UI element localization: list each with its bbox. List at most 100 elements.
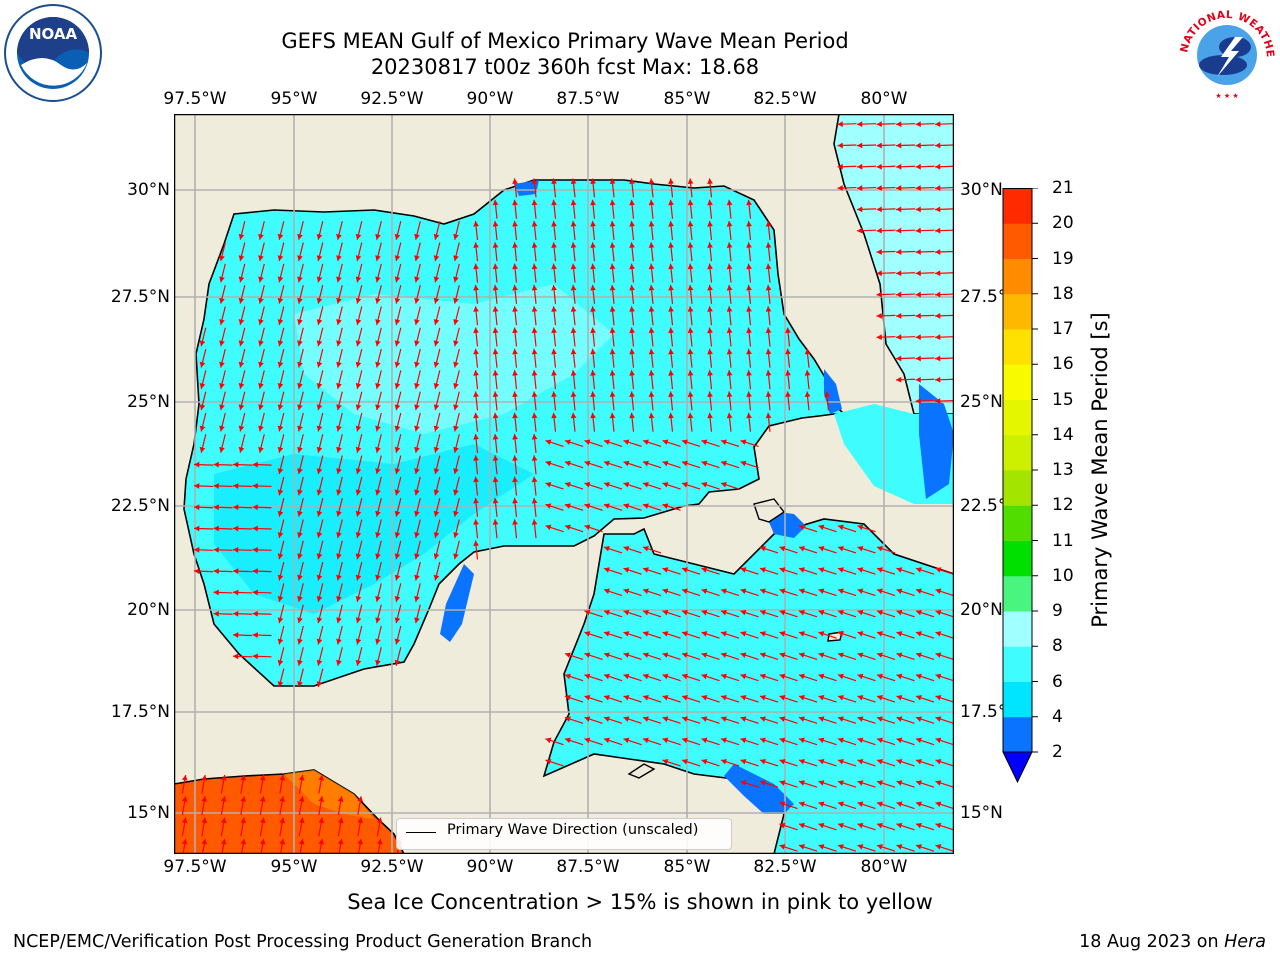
wave-arrow	[876, 142, 896, 149]
wave-arrow	[765, 348, 772, 368]
wave-arrow	[668, 242, 674, 262]
atlantic-water	[833, 114, 954, 415]
wave-arrow	[584, 503, 603, 511]
wave-arrow	[531, 327, 538, 347]
wave-arrow	[433, 221, 441, 240]
wave-arrow	[355, 327, 363, 347]
wave-arrow	[935, 822, 954, 831]
wave-arrow	[915, 609, 935, 618]
wave-arrow	[662, 758, 681, 767]
wave-arrow	[545, 460, 564, 469]
wave-arrow	[934, 227, 954, 234]
lat-tick-right: 25°N	[960, 392, 1003, 412]
wave-arrow	[759, 652, 779, 661]
wave-arrow	[492, 391, 499, 411]
wave-arrow	[668, 220, 674, 241]
wave-arrow	[687, 370, 694, 390]
wave-arrow	[623, 588, 642, 597]
wave-arrow	[642, 695, 662, 703]
wave-arrow	[414, 561, 421, 581]
wave-arrow	[668, 391, 674, 411]
wave-arrow	[199, 327, 207, 347]
wave-arrow	[213, 504, 233, 511]
wave-arrow	[213, 589, 233, 596]
wave-arrow	[240, 774, 247, 794]
wave-arrow	[376, 817, 383, 837]
wave-arrow	[726, 412, 733, 432]
wave-arrow	[915, 716, 935, 724]
wave-arrow	[252, 632, 272, 638]
wave-arrow	[316, 242, 324, 262]
wave-arrow	[934, 249, 954, 255]
wave-arrow	[551, 178, 557, 198]
wave-arrow	[876, 737, 896, 746]
wave-arrow	[318, 796, 325, 816]
wave-arrow	[590, 284, 596, 304]
wave-arrow	[316, 476, 324, 496]
wave-arrow	[603, 588, 623, 597]
wave-arrow	[297, 242, 304, 262]
wave-arrow	[662, 695, 681, 703]
wave-arrow	[629, 199, 635, 219]
wave-arrow	[623, 482, 642, 490]
wave-arrow	[590, 327, 596, 347]
wave-arrow	[316, 519, 324, 539]
wave-arrow	[570, 370, 577, 390]
wave-arrow	[915, 737, 935, 746]
wave-arrow	[297, 370, 304, 389]
wave-arrow	[798, 716, 818, 724]
wave-arrow	[297, 221, 304, 240]
wave-arrow	[336, 327, 343, 347]
wave-arrow	[818, 822, 837, 831]
wave-arrow	[570, 412, 577, 432]
wave-arrow	[512, 327, 518, 347]
wave-arrow	[394, 625, 402, 645]
wave-arrow	[785, 391, 791, 411]
wave-arrow	[662, 503, 681, 511]
wave-arrow	[701, 716, 720, 724]
wave-arrow	[433, 498, 441, 517]
wave-period-field	[174, 114, 954, 854]
wave-arrow	[837, 844, 857, 852]
wave-arrow	[765, 263, 772, 283]
wave-arrow	[297, 604, 304, 624]
wave-arrow	[746, 370, 752, 390]
wave-arrow	[355, 561, 363, 581]
colorbar-label: Primary Wave Mean Period [s]	[1088, 312, 1112, 628]
wave-arrow	[394, 285, 402, 304]
wave-arrow	[220, 817, 227, 837]
wave-arrow	[240, 817, 247, 837]
wave-arrow	[277, 561, 285, 581]
wave-arrow	[551, 199, 557, 219]
legend-label: Primary Wave Direction (unscaled)	[447, 822, 699, 838]
wave-arrow	[707, 263, 713, 283]
wave-arrow	[837, 652, 857, 661]
colorbar-tick-label: 19	[1052, 248, 1074, 269]
wave-arrow	[298, 817, 305, 837]
wave-arrow	[765, 284, 772, 304]
wave-arrow	[895, 270, 916, 277]
wave-arrow	[603, 545, 623, 554]
wave-arrow	[648, 348, 655, 368]
wave-arrow	[837, 822, 857, 831]
wave-arrow	[336, 647, 343, 666]
wave-arrow	[662, 673, 681, 682]
wave-arrow	[297, 561, 304, 581]
wave-arrow	[551, 370, 557, 390]
wave-arrow	[668, 412, 674, 432]
wave-arrow	[648, 412, 655, 432]
wave-arrow	[740, 780, 759, 788]
wave-arrow	[726, 327, 733, 347]
wave-arrow	[394, 242, 402, 262]
wave-arrow	[896, 801, 915, 810]
colorbar-tick-label: 12	[1052, 495, 1074, 516]
wave-arrow	[531, 519, 538, 539]
wave-arrow	[201, 838, 208, 854]
wave-arrow	[213, 610, 233, 617]
wave-arrow	[746, 263, 752, 283]
wave-arrow	[765, 327, 772, 347]
wave-arrow	[915, 185, 935, 191]
wave-arrow	[837, 121, 857, 128]
wave-arrow	[642, 567, 662, 575]
wave-arrow	[394, 391, 402, 411]
